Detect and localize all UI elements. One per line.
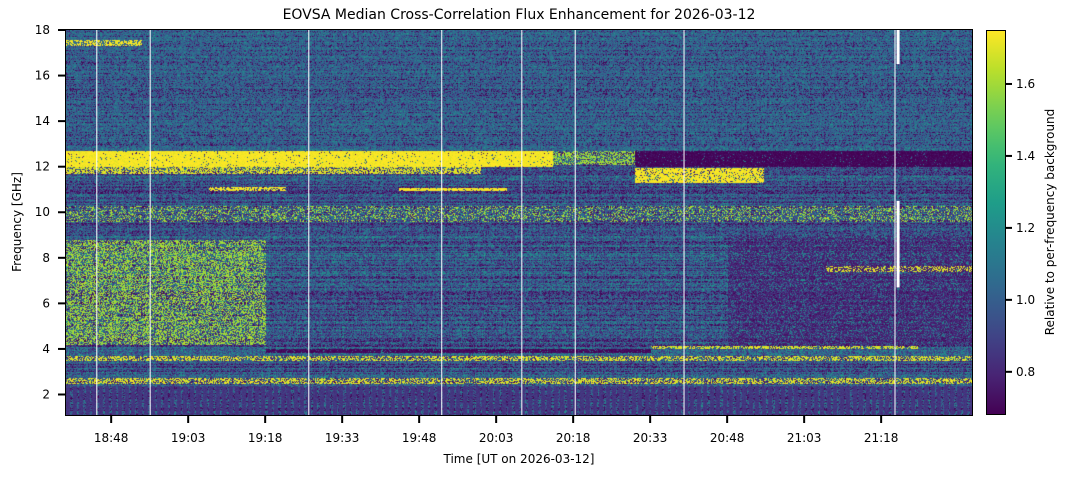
chart-title: EOVSA Median Cross-Correlation Flux Enha… bbox=[282, 7, 756, 23]
x-tick-label: 20:18 bbox=[556, 431, 591, 445]
colorbar bbox=[986, 30, 1006, 415]
colorbar-label: Relative to per-frequency background bbox=[1043, 108, 1057, 336]
y-tick-label: 4 bbox=[42, 342, 50, 356]
y-tick-label: 18 bbox=[35, 23, 50, 37]
data-gap-line bbox=[896, 200, 900, 288]
data-gap-line bbox=[308, 30, 310, 415]
heatmap-plot-area bbox=[66, 30, 972, 415]
data-gap-line bbox=[683, 30, 685, 415]
x-tick-label: 19:33 bbox=[325, 431, 360, 445]
data-gap-line bbox=[896, 30, 900, 65]
x-tick-label: 20:03 bbox=[479, 431, 514, 445]
data-gap-line bbox=[574, 30, 576, 415]
x-axis-label: Time [UT on 2026-03-12] bbox=[443, 452, 595, 466]
x-tick-label: 19:18 bbox=[248, 431, 283, 445]
y-tick-label: 10 bbox=[35, 205, 50, 219]
y-tick-label: 8 bbox=[42, 251, 50, 265]
data-gap-line bbox=[894, 30, 896, 415]
x-tick-label: 21:18 bbox=[864, 431, 899, 445]
data-gap-line bbox=[521, 30, 523, 415]
colorbar-tick-label: 1.0 bbox=[1016, 293, 1035, 307]
colorbar-tick-label: 1.2 bbox=[1016, 221, 1035, 235]
data-gap-line bbox=[149, 30, 151, 415]
x-tick-label: 20:48 bbox=[710, 431, 745, 445]
x-tick-label: 19:03 bbox=[171, 431, 206, 445]
y-tick-label: 12 bbox=[35, 160, 50, 174]
colorbar-tick-label: 1.4 bbox=[1016, 149, 1035, 163]
y-tick-label: 16 bbox=[35, 69, 50, 83]
y-axis-label: Frequency [GHz] bbox=[10, 172, 24, 272]
colorbar-tick-label: 1.6 bbox=[1016, 77, 1035, 91]
data-gap-line bbox=[96, 30, 98, 415]
heatmap-canvas bbox=[66, 30, 972, 415]
x-tick-label: 19:48 bbox=[402, 431, 437, 445]
x-tick-label: 21:03 bbox=[787, 431, 822, 445]
x-tick-label: 20:33 bbox=[633, 431, 668, 445]
x-tick-label: 18:48 bbox=[94, 431, 129, 445]
heatmap-marks bbox=[96, 30, 900, 415]
y-tick-label: 14 bbox=[35, 114, 50, 128]
data-gap-line bbox=[441, 30, 443, 415]
y-tick-label: 2 bbox=[42, 387, 50, 401]
y-tick-label: 6 bbox=[42, 296, 50, 310]
colorbar-tick-label: 0.8 bbox=[1016, 365, 1035, 379]
